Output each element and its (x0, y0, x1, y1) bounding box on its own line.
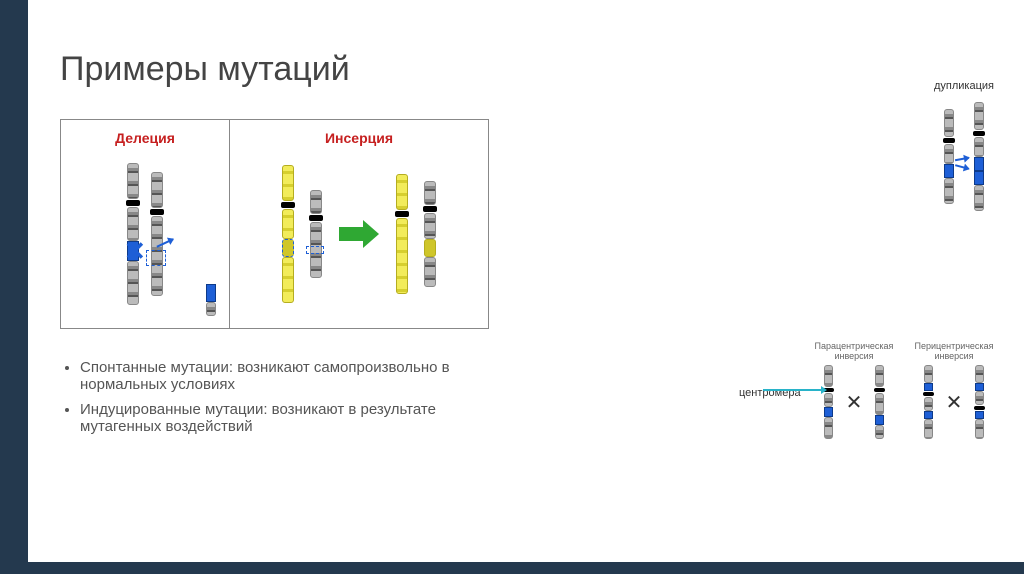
insertion-recipient-after (423, 181, 437, 287)
bottom-accent-bar (0, 562, 1024, 574)
bullets-list: Спонтанные мутации: возникают самопроизв… (60, 359, 520, 435)
para-chrom1 (823, 365, 834, 439)
insertion-panel: Инсерция (229, 119, 489, 329)
deletion-cross-icon: ✕ (124, 236, 146, 267)
deletion-chrom-result (150, 172, 164, 296)
bullet-induced: Индуцированные мутации: возникают в резу… (80, 401, 520, 435)
insertion-recipient-before (309, 190, 323, 278)
deletion-chrom-original: ✕ (126, 163, 140, 305)
dup-arrow1-icon (955, 157, 969, 161)
deletion-chrom-row: ✕ (126, 154, 164, 314)
deletion-panel: Делеция ✕ (60, 119, 230, 329)
left-accent-bar (0, 0, 28, 574)
side-diagrams: дупликация центромера (744, 80, 994, 439)
peri-chrom1 (923, 365, 934, 439)
insertion-donor-after (395, 174, 409, 294)
bullet-spontaneous: Спонтанные мутации: возникают самопроизв… (80, 359, 520, 393)
duplication-label: дупликация (934, 80, 994, 92)
insertion-title: Инсерция (325, 130, 393, 146)
paracentric-title: Парацентрическая инверсия (814, 341, 894, 361)
para-chrom2 (874, 365, 885, 439)
pericentric-col: Перицентрическая инверсия ✕ (914, 341, 994, 439)
paracentric-col: Парацентрическая инверсия ✕ (814, 341, 894, 439)
deletion-fragment (206, 284, 216, 316)
duplication-block: дупликация (934, 80, 994, 211)
pericentric-title: Перицентрическая инверсия (914, 341, 994, 361)
deletion-title: Делеция (115, 130, 175, 146)
dup-chrom-before (943, 109, 955, 204)
peri-loop-icon: ✕ (946, 390, 963, 415)
duplication-row (943, 102, 985, 211)
insertion-arrow-icon (339, 220, 379, 248)
mutation-panels: Делеция ✕ (60, 119, 489, 329)
dup-chrom-after (973, 102, 985, 211)
peri-chrom2 (974, 365, 985, 439)
insertion-chrom-row (281, 154, 437, 314)
inversion-block: центромера Парацентрическая инверсия ✕ (744, 341, 994, 439)
inversion-row: Парацентрическая инверсия ✕ (814, 341, 994, 439)
para-loop-icon: ✕ (846, 390, 863, 415)
insertion-donor (281, 165, 295, 303)
dup-arrow2-icon (955, 164, 969, 170)
